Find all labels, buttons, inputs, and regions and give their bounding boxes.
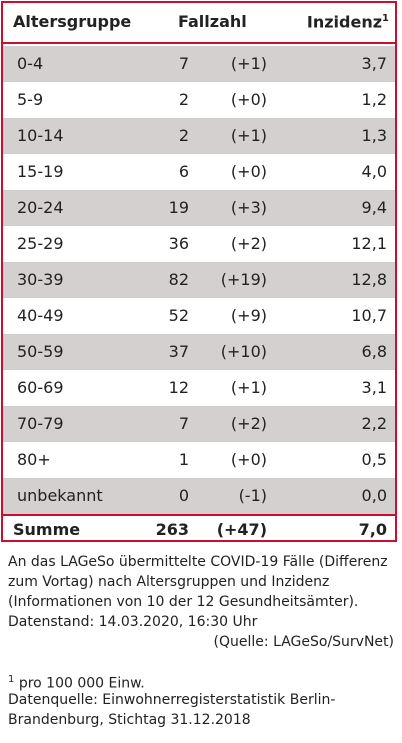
table-row: unbekannt 0 (-1) 0,0 bbox=[3, 478, 395, 514]
table-cell: 30-39 bbox=[17, 270, 64, 289]
table-cell: 19 bbox=[168, 198, 189, 217]
table-cell: (+0) bbox=[230, 450, 267, 469]
table-cell: 1,3 bbox=[361, 126, 387, 145]
table-cell: (+3) bbox=[230, 198, 267, 217]
table-row: 0-4 7 (+1) 3,7 bbox=[3, 46, 395, 82]
table-cell: 60-69 bbox=[17, 378, 64, 397]
footnote-line: 1 pro 100 000 Einw. bbox=[8, 670, 145, 694]
footnote-mark: 1 bbox=[8, 674, 15, 685]
footnote-line: Datenquelle: Einwohnerregisterstatistik … bbox=[8, 690, 335, 710]
note-line: (Informationen von 10 der 12 Gesundheits… bbox=[8, 594, 359, 610]
table-cell: 5-9 bbox=[17, 90, 44, 109]
table: Altersgruppe Fallzahl Inzidenz1 0-4 7 (+1) 3,7… bbox=[1, 1, 397, 542]
table-cell: 36 bbox=[168, 234, 189, 253]
table-row: 15-19 6 (+0) 4,0 bbox=[3, 154, 395, 190]
table-cell: (+1) bbox=[230, 378, 267, 397]
table-cell: 3,7 bbox=[361, 54, 387, 73]
header-cell: Altersgruppe bbox=[13, 12, 132, 31]
table-cell: 2 bbox=[178, 90, 189, 109]
table-cell: (+10) bbox=[220, 342, 267, 361]
header-cell: Inzidenz1 bbox=[307, 0, 389, 41]
note-line: Datenstand: 14.03.2020, 16:30 Uhr bbox=[8, 614, 258, 630]
table-cell: 4,0 bbox=[361, 162, 387, 181]
table-cell: (+1) bbox=[230, 54, 267, 73]
table-cell: (+1) bbox=[230, 126, 267, 145]
table-cell: 12,8 bbox=[351, 270, 387, 289]
table-cell: unbekannt bbox=[17, 486, 103, 505]
source: (Quelle: LAGeSo/SurvNet) bbox=[213, 634, 394, 650]
table-row: 10-14 2 (+1) 1,3 bbox=[3, 118, 395, 154]
table-row: 80+ 1 (+0) 0,5 bbox=[3, 442, 395, 478]
table-cell: 37 bbox=[168, 342, 189, 361]
footnote-line: Brandenburg, Stichtag 31.12.2018 bbox=[8, 710, 251, 730]
footnote-text: Brandenburg, Stichtag 31.12.2018 bbox=[8, 712, 251, 728]
footnote-mark: 1 bbox=[382, 13, 389, 24]
table-cell: 7 bbox=[178, 414, 189, 433]
header-cell: Fallzahl bbox=[178, 12, 247, 31]
divider bbox=[3, 42, 395, 44]
note-line: An das LAGeSo übermittelte COVID-19 Fäll… bbox=[8, 554, 388, 570]
table-cell: 2,2 bbox=[361, 414, 387, 433]
table-cell: 25-29 bbox=[17, 234, 64, 253]
footnote-text: pro 100 000 Einw. bbox=[18, 675, 145, 692]
table-row: 5-9 2 (+0) 1,2 bbox=[3, 82, 395, 118]
total-row: Summe 263 (+47) 7,0 bbox=[3, 514, 395, 543]
table-cell: 15-19 bbox=[17, 162, 64, 181]
table-row: 25-29 36 (+2) 12,1 bbox=[3, 226, 395, 262]
table-cell: 0,0 bbox=[361, 486, 387, 505]
table-cell: 0,5 bbox=[361, 450, 387, 469]
table-cell: 2 bbox=[178, 126, 189, 145]
table-cell: 52 bbox=[168, 306, 189, 325]
table-cell: 1,2 bbox=[361, 90, 387, 109]
table-cell: 12,1 bbox=[351, 234, 387, 253]
note-line: zum Vortag) nach Altersgruppen und Inzid… bbox=[8, 574, 330, 590]
table-cell: 80+ bbox=[17, 450, 51, 469]
table-cell: (+0) bbox=[230, 162, 267, 181]
table-cell: 12 bbox=[168, 378, 189, 397]
table-cell: (-1) bbox=[238, 486, 267, 505]
total-cell: (+47) bbox=[216, 520, 267, 539]
table-cell: (+2) bbox=[230, 234, 267, 253]
table-cell: 0 bbox=[178, 486, 189, 505]
table-cell: 0-4 bbox=[17, 54, 44, 73]
table-cell: 3,1 bbox=[361, 378, 387, 397]
table-row: 70-79 7 (+2) 2,2 bbox=[3, 406, 395, 442]
table-cell: (+0) bbox=[230, 90, 267, 109]
table-row: 60-69 12 (+1) 3,1 bbox=[3, 370, 395, 406]
table-cell: 1 bbox=[178, 450, 189, 469]
table-cell: 40-49 bbox=[17, 306, 64, 325]
table-row: 50-59 37 (+10) 6,8 bbox=[3, 334, 395, 370]
table-cell: 70-79 bbox=[17, 414, 64, 433]
table-cell: 82 bbox=[168, 270, 189, 289]
total-cell: 7,0 bbox=[358, 520, 387, 539]
table-cell: (+9) bbox=[230, 306, 267, 325]
footnote-text: Datenquelle: Einwohnerregisterstatistik … bbox=[8, 692, 336, 708]
total-cell: Summe bbox=[13, 520, 81, 539]
table-cell: (+19) bbox=[220, 270, 267, 289]
table-row: 30-39 82 (+19) 12,8 bbox=[3, 262, 395, 298]
table-cell: 20-24 bbox=[17, 198, 64, 217]
table-cell: 10,7 bbox=[351, 306, 387, 325]
table-cell: (+2) bbox=[230, 414, 267, 433]
table-row: 40-49 52 (+9) 10,7 bbox=[3, 298, 395, 334]
table-cell: 6 bbox=[178, 162, 189, 181]
header-text: Inzidenz bbox=[306, 12, 383, 32]
table-cell: 7 bbox=[178, 54, 189, 73]
total-cell: 263 bbox=[155, 520, 189, 539]
table-cell: 10-14 bbox=[17, 126, 64, 145]
table-cell: 9,4 bbox=[361, 198, 387, 217]
table-row: 20-24 19 (+3) 9,4 bbox=[3, 190, 395, 226]
table-cell: 6,8 bbox=[361, 342, 387, 361]
table-cell: 50-59 bbox=[17, 342, 64, 361]
